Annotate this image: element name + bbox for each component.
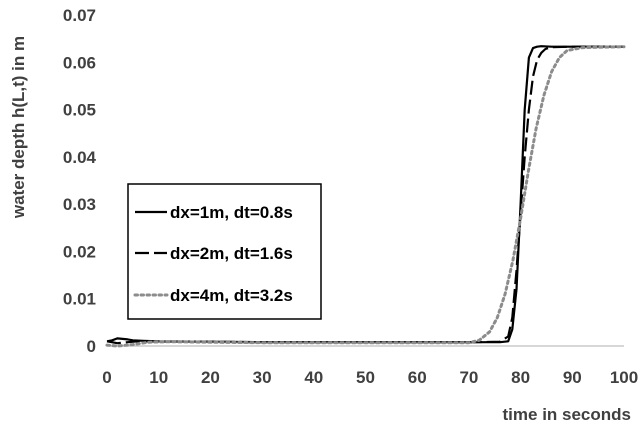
y-tick-label: 0.06 [63, 53, 96, 72]
x-tick-label: 20 [201, 368, 220, 387]
x-tick-label: 100 [610, 368, 638, 387]
x-tick-label: 60 [408, 368, 427, 387]
y-tick-label: 0.04 [63, 148, 97, 167]
legend-label-2: dx=2m, dt=1.6s [170, 244, 293, 263]
legend-entry-1: dx=1m, dt=0.8s [135, 203, 293, 222]
legend: dx=1m, dt=0.8s dx=2m, dt=1.6s dx=4m, dt=… [127, 183, 322, 320]
x-tick-label: 10 [149, 368, 168, 387]
x-tick-label: 70 [459, 368, 478, 387]
legend-label-3: dx=4m, dt=3.2s [170, 286, 293, 305]
x-tick-label: 40 [304, 368, 323, 387]
x-tick-label: 80 [511, 368, 530, 387]
y-tick-label: 0.01 [63, 290, 96, 309]
x-tick-label: 90 [563, 368, 582, 387]
legend-entry-3: dx=4m, dt=3.2s [133, 286, 293, 305]
series-layer [105, 45, 626, 348]
x-tick-labels: 0 10 20 30 40 50 60 70 80 90 100 [102, 368, 638, 387]
legend-entry-2: dx=2m, dt=1.6s [135, 244, 293, 263]
x-tick-label: 0 [102, 368, 111, 387]
legend-label-1: dx=1m, dt=0.8s [170, 203, 293, 222]
y-tick-label: 0.07 [63, 6, 96, 25]
series-line-3 [105, 45, 626, 348]
y-tick-labels: 0 0.01 0.02 0.03 0.04 0.05 0.06 0.07 [63, 6, 97, 356]
x-tick-label: 30 [253, 368, 272, 387]
y-axis-title: water depth h(L,t) in m [9, 36, 28, 219]
y-tick-label: 0.02 [63, 242, 96, 261]
x-tick-label: 50 [356, 368, 375, 387]
y-tick-label: 0 [87, 337, 96, 356]
y-tick-label: 0.05 [63, 101, 96, 120]
x-axis-title: time in seconds [503, 405, 631, 424]
y-tick-label: 0.03 [63, 195, 96, 214]
series-line-2 [106, 45, 624, 345]
